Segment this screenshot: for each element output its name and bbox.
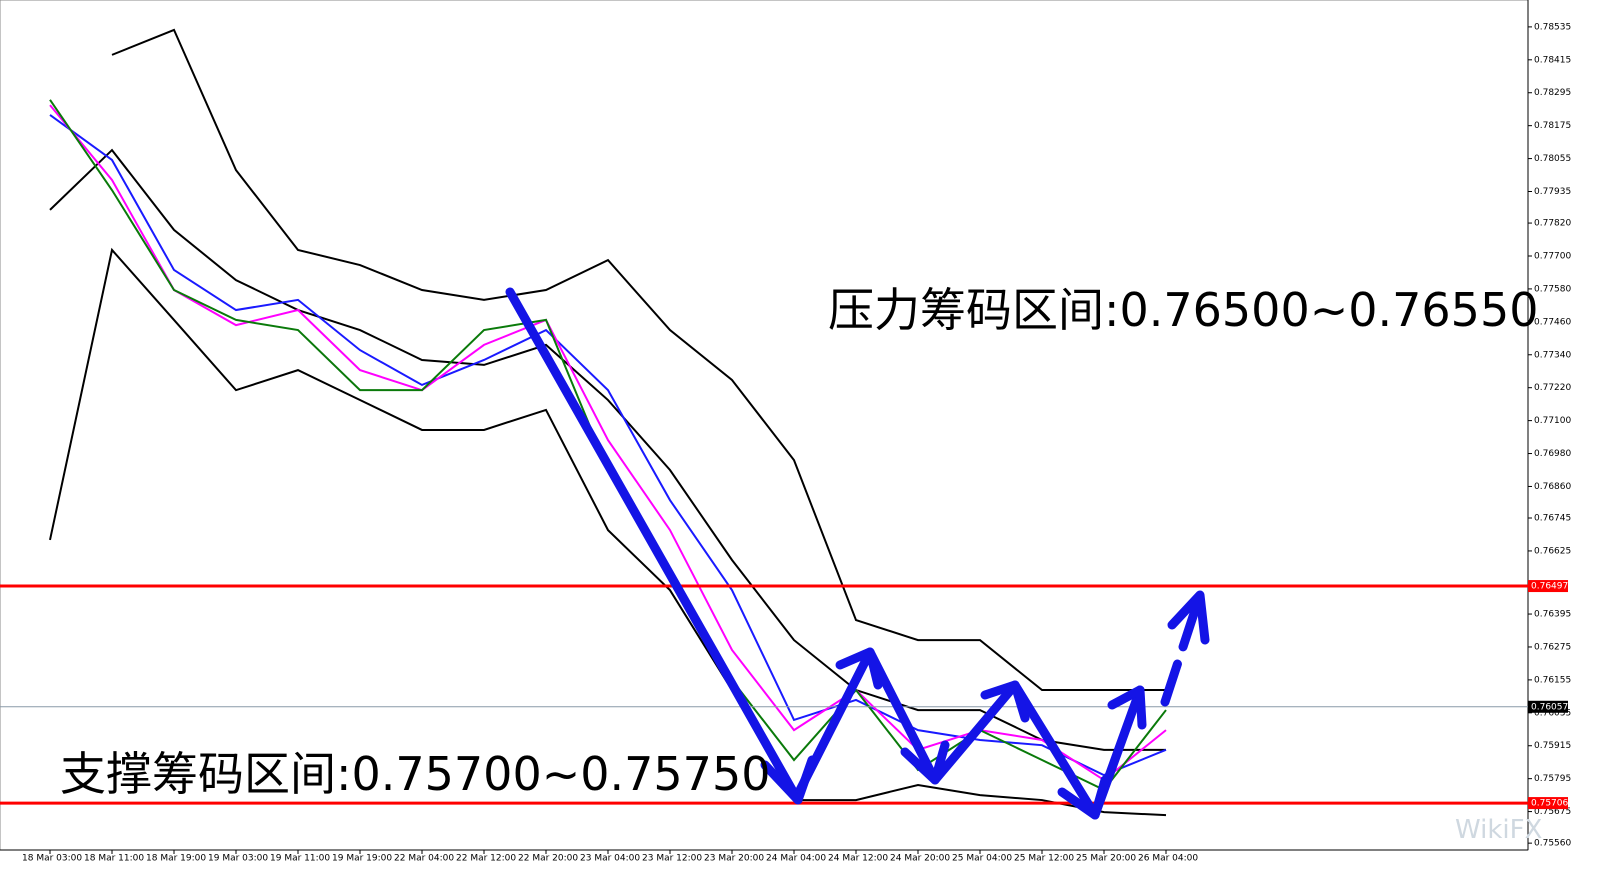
y-tick-label: 0.77820 xyxy=(1534,219,1571,229)
y-tick-label: 0.77700 xyxy=(1534,251,1571,261)
arrow-head xyxy=(900,740,950,785)
arrow-head xyxy=(1167,590,1210,645)
series-line xyxy=(49,247,1167,817)
x-tick-label: 24 Mar 12:00 xyxy=(828,854,888,864)
forecast-arrows xyxy=(505,287,1210,820)
arrow xyxy=(505,287,800,800)
y-tick-label: 0.76395 xyxy=(1534,610,1571,620)
x-tick-label: 24 Mar 04:00 xyxy=(766,854,826,864)
y-tick-label: 0.78295 xyxy=(1534,88,1571,98)
plot-area xyxy=(0,0,1529,851)
y-tick-label: 0.77935 xyxy=(1534,187,1571,197)
x-tick-label: 18 Mar 03:00 xyxy=(22,854,82,864)
y-tick-label: 0.78535 xyxy=(1534,22,1571,32)
series-line xyxy=(49,114,1167,777)
x-tick-label: 26 Mar 04:00 xyxy=(1138,854,1198,864)
x-tick-label: 23 Mar 12:00 xyxy=(642,854,702,864)
y-tick-label: 0.75675 xyxy=(1534,807,1571,817)
arrow-head xyxy=(835,647,883,690)
y-tick-label: 0.75795 xyxy=(1534,774,1571,784)
x-tick-label: 24 Mar 20:00 xyxy=(890,854,950,864)
price-label-bg xyxy=(1528,700,1568,713)
x-tick-label: 22 Mar 04:00 xyxy=(394,854,454,864)
arrow-head xyxy=(1107,685,1147,730)
y-tick-label: 0.77460 xyxy=(1534,317,1571,327)
y-tick-label: 0.76155 xyxy=(1534,675,1571,685)
x-tick-label: 25 Mar 20:00 xyxy=(1076,854,1136,864)
y-tick-label: 0.75915 xyxy=(1534,741,1571,751)
x-tick-label: 23 Mar 20:00 xyxy=(704,854,764,864)
annotation: 支撑筹码区间:0.75700~0.75750 xyxy=(60,747,770,801)
arrow xyxy=(1160,590,1205,707)
y-tick-label: 0.76860 xyxy=(1534,482,1571,492)
price-label-bg xyxy=(1528,797,1568,810)
y-tick-label: 0.76745 xyxy=(1534,514,1571,524)
y-tick-label: 0.77220 xyxy=(1534,383,1571,393)
y-tick-label: 0.78175 xyxy=(1534,121,1571,131)
x-tick-label: 22 Mar 12:00 xyxy=(456,854,516,864)
y-tick-label: 0.77100 xyxy=(1534,416,1571,426)
arrow-head xyxy=(1057,775,1110,820)
x-tick-label: 23 Mar 04:00 xyxy=(580,854,640,864)
y-tick-label: 0.77340 xyxy=(1534,350,1571,360)
y-tick-label: 0.77580 xyxy=(1534,284,1571,294)
annotation: 压力筹码区间:0.76500~0.76550 xyxy=(828,283,1538,337)
x-tick-label: 25 Mar 04:00 xyxy=(952,854,1012,864)
x-tick-label: 18 Mar 19:00 xyxy=(146,854,206,864)
y-tick-label: 0.76625 xyxy=(1534,546,1571,556)
series-line xyxy=(111,28,1166,692)
arrow-head xyxy=(980,680,1030,723)
y-tick-label: 0.75560 xyxy=(1534,839,1571,849)
x-tick-label: 19 Mar 03:00 xyxy=(208,854,268,864)
y-tick-label: 0.78415 xyxy=(1534,55,1571,65)
y-tick-label: 0.76980 xyxy=(1534,449,1571,459)
x-tick-label: 19 Mar 11:00 xyxy=(270,854,330,864)
price-label: 0.76057 xyxy=(1531,702,1568,712)
x-tick-label: 19 Mar 19:00 xyxy=(332,854,392,864)
x-tick-label: 18 Mar 11:00 xyxy=(84,854,144,864)
series-line xyxy=(49,148,1166,751)
price-label: 0.76497 xyxy=(1531,582,1568,592)
price-label-bg xyxy=(1528,580,1568,593)
x-tick-label: 22 Mar 20:00 xyxy=(518,854,578,864)
watermark: WikiFX xyxy=(1455,815,1542,845)
y-tick-label: 0.78055 xyxy=(1534,154,1571,164)
y-tick-label: 0.76275 xyxy=(1534,642,1571,652)
y-tick-label: 0.76035 xyxy=(1534,708,1571,718)
x-tick-label: 25 Mar 12:00 xyxy=(1014,854,1074,864)
price-label: 0.75706 xyxy=(1531,799,1568,809)
